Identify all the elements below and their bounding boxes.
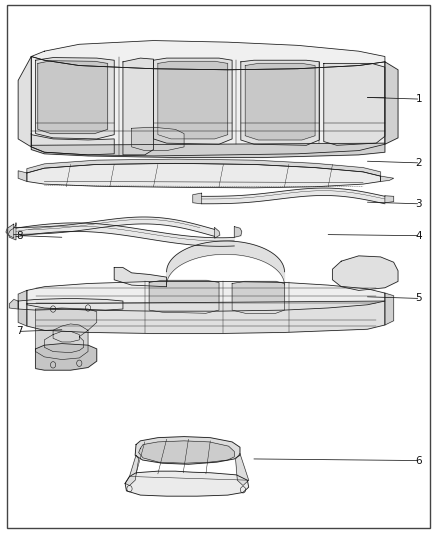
Polygon shape <box>38 61 108 134</box>
Polygon shape <box>27 159 381 176</box>
Polygon shape <box>153 58 232 144</box>
Polygon shape <box>245 63 315 140</box>
Polygon shape <box>35 58 114 139</box>
Polygon shape <box>166 241 285 285</box>
Polygon shape <box>18 56 31 147</box>
Text: 8: 8 <box>16 231 22 241</box>
Polygon shape <box>149 280 219 313</box>
Polygon shape <box>125 471 249 496</box>
Polygon shape <box>385 293 394 325</box>
Text: 5: 5 <box>416 293 422 303</box>
Polygon shape <box>10 300 18 309</box>
Polygon shape <box>114 268 166 287</box>
Text: 4: 4 <box>416 231 422 241</box>
Polygon shape <box>31 134 114 155</box>
Text: 7: 7 <box>16 326 22 336</box>
Polygon shape <box>27 164 381 188</box>
Polygon shape <box>236 454 249 486</box>
Polygon shape <box>9 223 16 240</box>
Polygon shape <box>324 63 385 146</box>
Polygon shape <box>31 143 385 158</box>
Text: 6: 6 <box>416 456 422 465</box>
Text: 1: 1 <box>416 94 422 104</box>
Polygon shape <box>332 256 398 290</box>
Polygon shape <box>381 176 394 181</box>
Polygon shape <box>18 298 123 310</box>
Polygon shape <box>18 171 27 181</box>
Polygon shape <box>31 41 385 70</box>
Polygon shape <box>31 56 385 156</box>
Polygon shape <box>234 227 242 237</box>
Text: 3: 3 <box>416 199 422 209</box>
Polygon shape <box>241 60 319 146</box>
Polygon shape <box>139 441 234 463</box>
Polygon shape <box>35 344 97 370</box>
Polygon shape <box>385 62 398 144</box>
Polygon shape <box>193 193 201 204</box>
Polygon shape <box>35 308 97 360</box>
Text: 2: 2 <box>416 158 422 168</box>
Polygon shape <box>215 228 220 238</box>
Polygon shape <box>14 217 215 236</box>
Polygon shape <box>132 127 184 151</box>
Polygon shape <box>232 281 285 313</box>
Polygon shape <box>201 188 385 204</box>
Polygon shape <box>135 437 240 464</box>
Polygon shape <box>158 61 228 139</box>
Polygon shape <box>125 455 139 486</box>
Polygon shape <box>16 223 234 246</box>
Polygon shape <box>18 290 27 326</box>
Polygon shape <box>123 58 153 155</box>
Polygon shape <box>27 301 385 334</box>
Polygon shape <box>385 196 394 203</box>
Polygon shape <box>6 224 14 238</box>
Polygon shape <box>27 281 385 311</box>
